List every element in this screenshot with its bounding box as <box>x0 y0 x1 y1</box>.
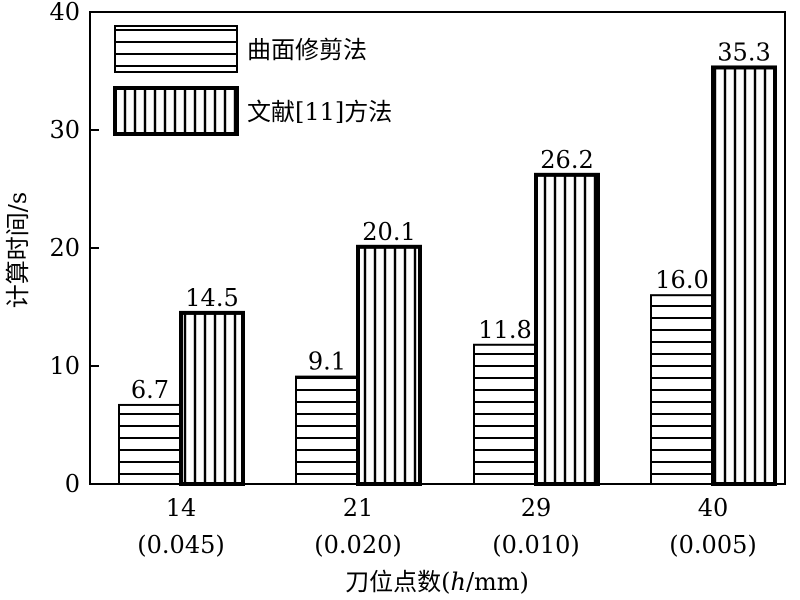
y-axis-title: 计算时间/s <box>4 192 32 308</box>
x-axis-labels: 14 (0.045) 21 (0.020) 29 (0.010) 40 (0.005) <box>137 475 757 559</box>
bar-value-label: 35.3 <box>717 38 770 66</box>
x-category-sublabel: (0.020) <box>314 531 401 559</box>
bar-value-label: 11.8 <box>478 316 531 344</box>
bar-value-label: 26.2 <box>540 146 593 174</box>
x-category-label: 40 <box>698 494 729 522</box>
x-category-label: 14 <box>166 494 197 522</box>
x-axis-title-prefix: 刀位点数( <box>345 568 450 596</box>
bars-group <box>118 65 777 487</box>
legend-swatch-series1 <box>114 25 238 73</box>
x-category-label: 29 <box>521 494 552 522</box>
bar-series1 <box>473 343 537 486</box>
bar-series1 <box>295 375 359 485</box>
bar-value-label: 14.5 <box>185 284 238 312</box>
y-tick-label: 0 <box>65 470 80 498</box>
legend-swatch-series2 <box>113 86 239 136</box>
legend-label-series1: 曲面修剪法 <box>247 36 367 64</box>
bar-value-label: 20.1 <box>362 218 415 246</box>
x-axis-title: 刀位点数(h/mm) <box>345 568 529 596</box>
x-axis-title-suffix: /mm) <box>466 568 529 596</box>
bar-series2 <box>711 65 777 487</box>
x-category-sublabel: (0.045) <box>137 531 224 559</box>
x-axis-title-variable: h <box>450 568 465 596</box>
bar-series1 <box>118 403 182 485</box>
y-tick-label: 20 <box>49 234 80 262</box>
bar-series1 <box>650 294 714 486</box>
value-labels-group: 6.7 14.5 9.1 20.1 11.8 26.2 16.0 35.3 <box>131 38 771 403</box>
bar-value-label: 16.0 <box>655 266 708 294</box>
x-category-label: 21 <box>343 494 374 522</box>
bar-series2 <box>179 310 245 486</box>
y-tick-label: 30 <box>49 116 80 144</box>
bar-series2 <box>356 244 422 486</box>
legend-label-series2: 文献[11]方法 <box>247 98 392 126</box>
bar-series2 <box>534 172 600 486</box>
y-axis-ticks: 0 10 20 30 40 <box>49 0 99 498</box>
y-tick-label: 40 <box>49 0 80 26</box>
bar-value-label: 9.1 <box>308 348 346 376</box>
y-tick-label: 10 <box>49 352 80 380</box>
x-category-sublabel: (0.010) <box>492 531 579 559</box>
x-category-sublabel: (0.005) <box>669 531 756 559</box>
bar-value-label: 6.7 <box>131 376 169 404</box>
